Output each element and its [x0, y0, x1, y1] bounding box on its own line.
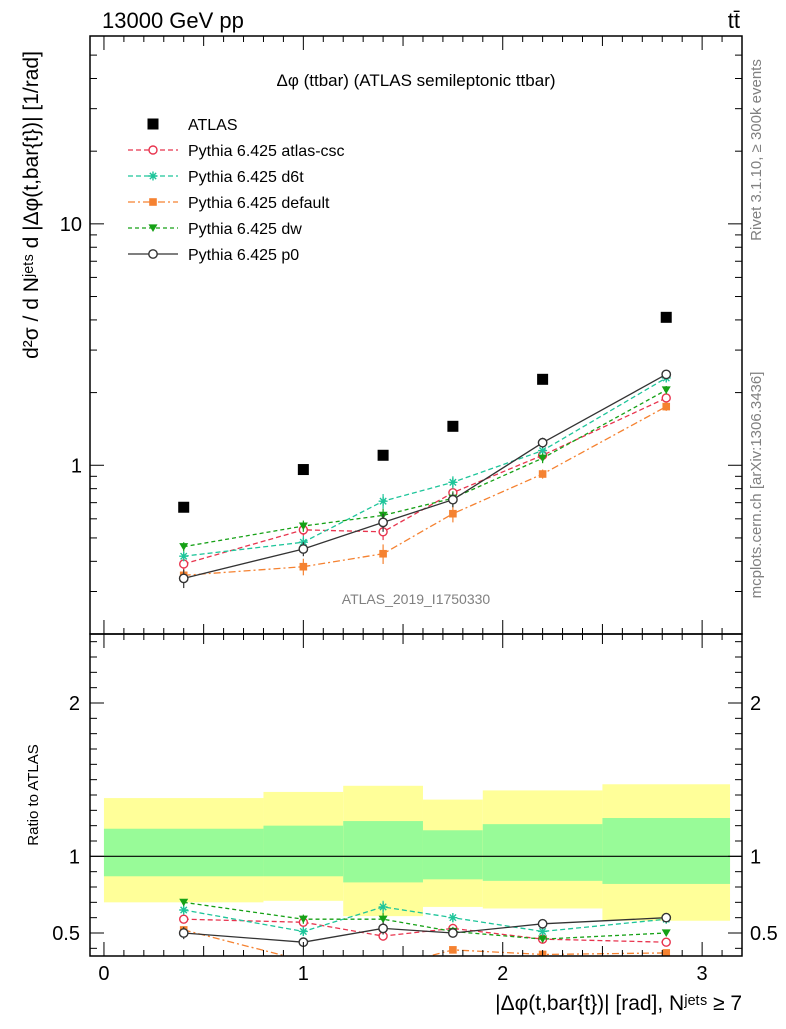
ratio-point-d6t — [448, 913, 458, 923]
point-p0 — [378, 517, 389, 528]
point-d6t — [538, 446, 548, 456]
band-inner — [482, 824, 603, 881]
ratio-point-dw — [298, 915, 308, 924]
ratio-point-p0 — [661, 912, 672, 923]
band-inner — [343, 821, 423, 883]
legend-marker-atlas-csc — [148, 145, 158, 155]
ratio-point-dw — [378, 915, 388, 924]
point-atlas — [297, 464, 309, 476]
main-ylabel: d²σ / d Nʲᵉᵗˢ d |Δφ(t,bar{t})| [1/rad] — [20, 51, 43, 359]
x-tick-label: 3 — [697, 963, 708, 985]
point-dw — [661, 386, 671, 395]
ratio-y-tick-label: 2 — [69, 693, 80, 715]
ratio-point-p0 — [537, 918, 548, 929]
point-p0 — [537, 437, 548, 448]
point-d6t — [378, 496, 388, 506]
point-atlas — [178, 501, 190, 513]
ratio-y-tick-label: 0.5 — [52, 923, 80, 945]
header-left: 13000 GeV pp — [102, 8, 244, 33]
ratio-line-atlas-csc — [183, 918, 667, 943]
point-default — [449, 509, 457, 518]
ratio-point-d6t — [378, 902, 388, 912]
ratio-point-default — [662, 949, 671, 956]
legend-label-d6t: Pythia 6.425 d6t — [188, 169, 304, 186]
y-tick-label: 10 — [60, 214, 82, 236]
ratio-line-default — [183, 929, 667, 956]
point-default — [538, 470, 547, 478]
legend-label-atlas-csc: Pythia 6.425 atlas-csc — [188, 143, 345, 160]
mcplots-label: mcplots.cern.ch [arXiv:1306.3436] — [748, 372, 765, 599]
point-p0 — [178, 573, 189, 584]
band-inner — [263, 825, 344, 877]
point-default — [662, 402, 671, 411]
ratio-line-p0 — [183, 917, 667, 943]
point-dw — [538, 454, 548, 463]
legend-marker-p0 — [148, 249, 158, 259]
ratio-point-p0 — [447, 928, 458, 938]
ratio-panel: 0.5 0.5 1 1 2 2 0 1 2 3 — [52, 633, 778, 985]
legend-marker-atlas — [147, 118, 159, 130]
legend-marker-dw — [148, 224, 158, 233]
ratio-point-p0 — [178, 928, 189, 938]
ratio-y-tick-label-right: 1 — [750, 846, 761, 868]
legend-label-dw: Pythia 6.425 dw — [188, 221, 302, 238]
x-tick-label: 1 — [298, 963, 309, 985]
ratio-point-p0 — [378, 923, 389, 934]
point-atlas — [447, 420, 459, 432]
band-inner — [422, 830, 483, 880]
point-atlas — [537, 373, 549, 385]
point-default — [379, 549, 387, 558]
y-tick-label: 1 — [71, 455, 82, 477]
legend: ATLAS Pythia 6.425 atlas-csc Pythia 6.425 … — [128, 117, 345, 264]
xlabel: |Δφ(t,bar{t})| [rad], Nʲᵉᵗˢ ≥ 7 — [495, 992, 742, 1015]
main-title: Δφ (ttbar) (ATLAS semileptonic ttbar) — [276, 71, 555, 90]
legend-label-atlas: ATLAS — [188, 117, 238, 134]
band-inner — [602, 818, 731, 884]
band-inner — [103, 828, 264, 877]
series-line-atlas-csc — [183, 397, 667, 565]
ratio-point-default — [449, 946, 457, 954]
rivet-label: Rivet 3.1.10, ≥ 300k events — [748, 59, 765, 241]
point-d6t — [179, 551, 189, 561]
legend-label-default: Pythia 6.425 default — [188, 195, 330, 212]
ratio-point-d6t — [298, 926, 308, 936]
ratio-point-dw — [538, 935, 548, 944]
series-line-d6t — [183, 377, 667, 557]
point-atlas-csc — [661, 393, 671, 403]
ratio-y-tick-label-right: 2 — [750, 693, 761, 715]
ratio-point-d6t — [179, 905, 189, 915]
ratio-line-d6t — [183, 906, 667, 933]
ratio-y-tick-label: 1 — [69, 846, 80, 868]
ratio-ylabel: Ratio to ATLAS — [25, 744, 42, 845]
point-default — [299, 562, 308, 571]
ratio-point-d6t — [538, 926, 548, 936]
x-tick-label: 0 — [98, 963, 109, 985]
legend-label-p0: Pythia 6.425 p0 — [188, 247, 299, 264]
series-line-dw — [183, 389, 667, 548]
x-tick-label: 2 — [497, 963, 508, 985]
point-dw — [298, 522, 308, 531]
legend-marker-d6t — [148, 171, 158, 181]
point-atlas — [660, 311, 672, 323]
analysis-id: ATLAS_2019_I1750330 — [342, 591, 491, 607]
point-p0 — [447, 494, 458, 505]
main-panel: 1 10 Δφ (ttbar) (ATLAS semileptonic ttbar… — [60, 35, 743, 635]
point-d6t — [448, 477, 458, 487]
ratio-y-tick-label-right: 0.5 — [750, 923, 778, 945]
ratio-point-default — [379, 964, 387, 972]
ratio-point-atlas-csc — [661, 937, 671, 947]
ratio-point-dw — [179, 898, 189, 907]
header-right: tt̄ — [728, 8, 740, 33]
ratio-line-dw — [183, 901, 667, 940]
point-dw — [179, 543, 189, 551]
point-p0 — [661, 369, 672, 380]
point-atlas — [377, 449, 389, 461]
series-line-p0 — [183, 373, 667, 579]
legend-marker-default — [149, 198, 157, 206]
point-p0 — [298, 544, 309, 554]
series-line-default — [183, 406, 667, 576]
ratio-point-dw — [661, 929, 671, 938]
ratio-point-atlas-csc — [179, 914, 189, 924]
